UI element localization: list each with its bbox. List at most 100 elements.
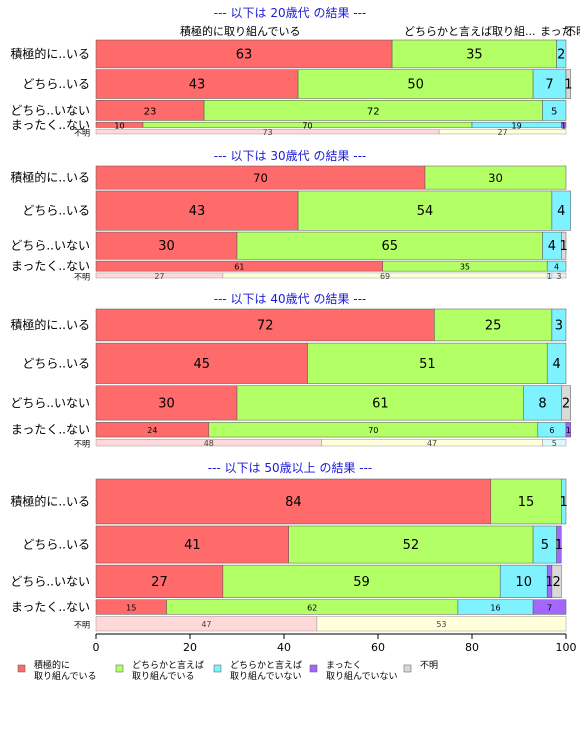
bar-segment [95, 564, 224, 598]
data-label: 27 [151, 575, 168, 590]
data-label: 70 [302, 121, 312, 130]
bar-segment [236, 385, 524, 421]
panel-title-3: --- 以下は 40歳代 の結果 --- [214, 292, 367, 306]
data-label: 53 [436, 620, 446, 629]
bar-segment [307, 342, 548, 384]
bar-segment [95, 342, 308, 384]
legend-label: まったく [326, 660, 362, 671]
legend-swatch [17, 664, 26, 673]
bar-segment [297, 69, 534, 99]
data-label: 84 [285, 495, 302, 510]
data-label: 15 [126, 604, 136, 613]
bar-segment [222, 564, 501, 598]
data-label: 1 [564, 78, 572, 93]
category-label: まったく..ない [11, 259, 90, 273]
data-label: 30 [488, 171, 503, 185]
bar-segment [490, 478, 562, 525]
legend-swatch [115, 664, 124, 673]
data-label: 73 [262, 128, 272, 137]
bar-segment [95, 231, 238, 260]
data-label: 7 [547, 604, 552, 613]
data-label: 61 [372, 396, 389, 411]
data-label: 50 [407, 78, 424, 93]
bar-segment [556, 525, 562, 564]
top-label-segment-5: 不明 [565, 25, 580, 38]
data-label: 47 [427, 439, 437, 448]
bar-segment [438, 128, 567, 135]
data-label: 3 [556, 272, 561, 281]
bar-segment [424, 165, 567, 190]
data-label: 5 [552, 439, 557, 448]
data-label: 7 [545, 78, 553, 93]
bar-segment [434, 308, 553, 342]
top-label-segment-1: 積極的に取り組んでいる [180, 24, 300, 38]
bar-segment [556, 39, 567, 69]
legend-label: 取り組んでいない [230, 670, 302, 682]
data-label: 43 [189, 204, 206, 219]
data-label: 5 [541, 538, 549, 553]
panel-title-1: --- 以下は 20歳代 の結果 --- [214, 6, 367, 20]
bar-segment [561, 231, 567, 260]
data-label: 30 [158, 396, 175, 411]
bar-segment [95, 385, 238, 421]
data-label: 72 [367, 106, 380, 117]
bar-segment [236, 231, 543, 260]
data-label: 62 [307, 604, 317, 613]
category-label: どちら..いる [22, 204, 90, 218]
data-label: 59 [353, 575, 370, 590]
category-label: どちら..いない [10, 103, 90, 117]
x-tick-label: 100 [556, 641, 577, 654]
category-label: まったく..ない [11, 423, 90, 437]
x-tick-label: 0 [93, 641, 100, 654]
data-label: 2 [562, 396, 570, 411]
data-label: 30 [158, 239, 175, 254]
data-label: 6 [549, 426, 554, 435]
data-label: 69 [380, 272, 390, 281]
data-label: 54 [417, 204, 434, 219]
legend-label: 取り組んでいる [34, 670, 97, 682]
panel-title-4: --- 以下は 50歳以上 の結果 --- [208, 461, 373, 475]
legend-label: どちらかと言えば [230, 659, 302, 671]
bar-segment [561, 478, 567, 525]
bar-segment [565, 69, 571, 99]
bar-segment [95, 190, 299, 231]
bar-segment [551, 308, 567, 342]
category-label: 積極的に..いる [10, 46, 90, 61]
bar-segment [546, 342, 567, 384]
category-label: どちら..いない [10, 574, 90, 588]
category-label: どちら..いない [10, 239, 90, 253]
data-label: 25 [485, 318, 502, 333]
data-label: 61 [234, 263, 244, 272]
bar-segment [95, 525, 289, 564]
category-label: まったく..ない [11, 600, 90, 614]
data-label: 24 [147, 426, 157, 435]
data-label: 27 [154, 272, 164, 281]
category-label: どちら..いる [22, 538, 90, 552]
data-label: 65 [381, 239, 398, 254]
bar-segment [532, 599, 567, 615]
top-label-segment-2: どちらかと言えば取り組... [404, 25, 536, 38]
data-label: 3 [555, 318, 563, 333]
data-label: 16 [490, 604, 500, 613]
bar-segment [542, 439, 567, 447]
category-label: どちら..いる [22, 356, 90, 370]
legend-swatch [213, 664, 222, 673]
x-tick-label: 40 [277, 641, 291, 654]
legend-label: 取り組んでいる [132, 670, 195, 682]
data-label: 19 [512, 121, 522, 130]
data-label: 1 [560, 239, 568, 254]
data-label: 43 [189, 78, 206, 93]
bar-segment [391, 39, 557, 69]
data-label: 48 [204, 439, 214, 448]
data-label: 70 [368, 426, 378, 435]
legend-swatch [309, 664, 318, 673]
data-label: 5 [551, 106, 557, 117]
data-label: 10 [114, 121, 124, 130]
data-label: 4 [548, 239, 556, 254]
category-label: 不明 [74, 440, 90, 449]
data-label: 10 [515, 575, 532, 590]
data-label: 4 [554, 263, 559, 272]
data-label: 72 [257, 318, 274, 333]
top-label-segment-4: まった... [540, 25, 580, 38]
data-label: 27 [497, 128, 507, 137]
